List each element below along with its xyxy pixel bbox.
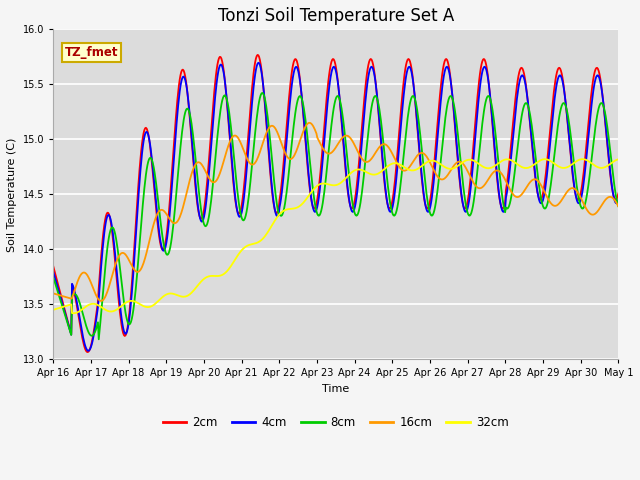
X-axis label: Time: Time [322,384,349,394]
Legend: 2cm, 4cm, 8cm, 16cm, 32cm: 2cm, 4cm, 8cm, 16cm, 32cm [158,411,513,434]
Title: Tonzi Soil Temperature Set A: Tonzi Soil Temperature Set A [218,7,454,25]
Y-axis label: Soil Temperature (C): Soil Temperature (C) [7,137,17,252]
Text: TZ_fmet: TZ_fmet [65,46,118,59]
